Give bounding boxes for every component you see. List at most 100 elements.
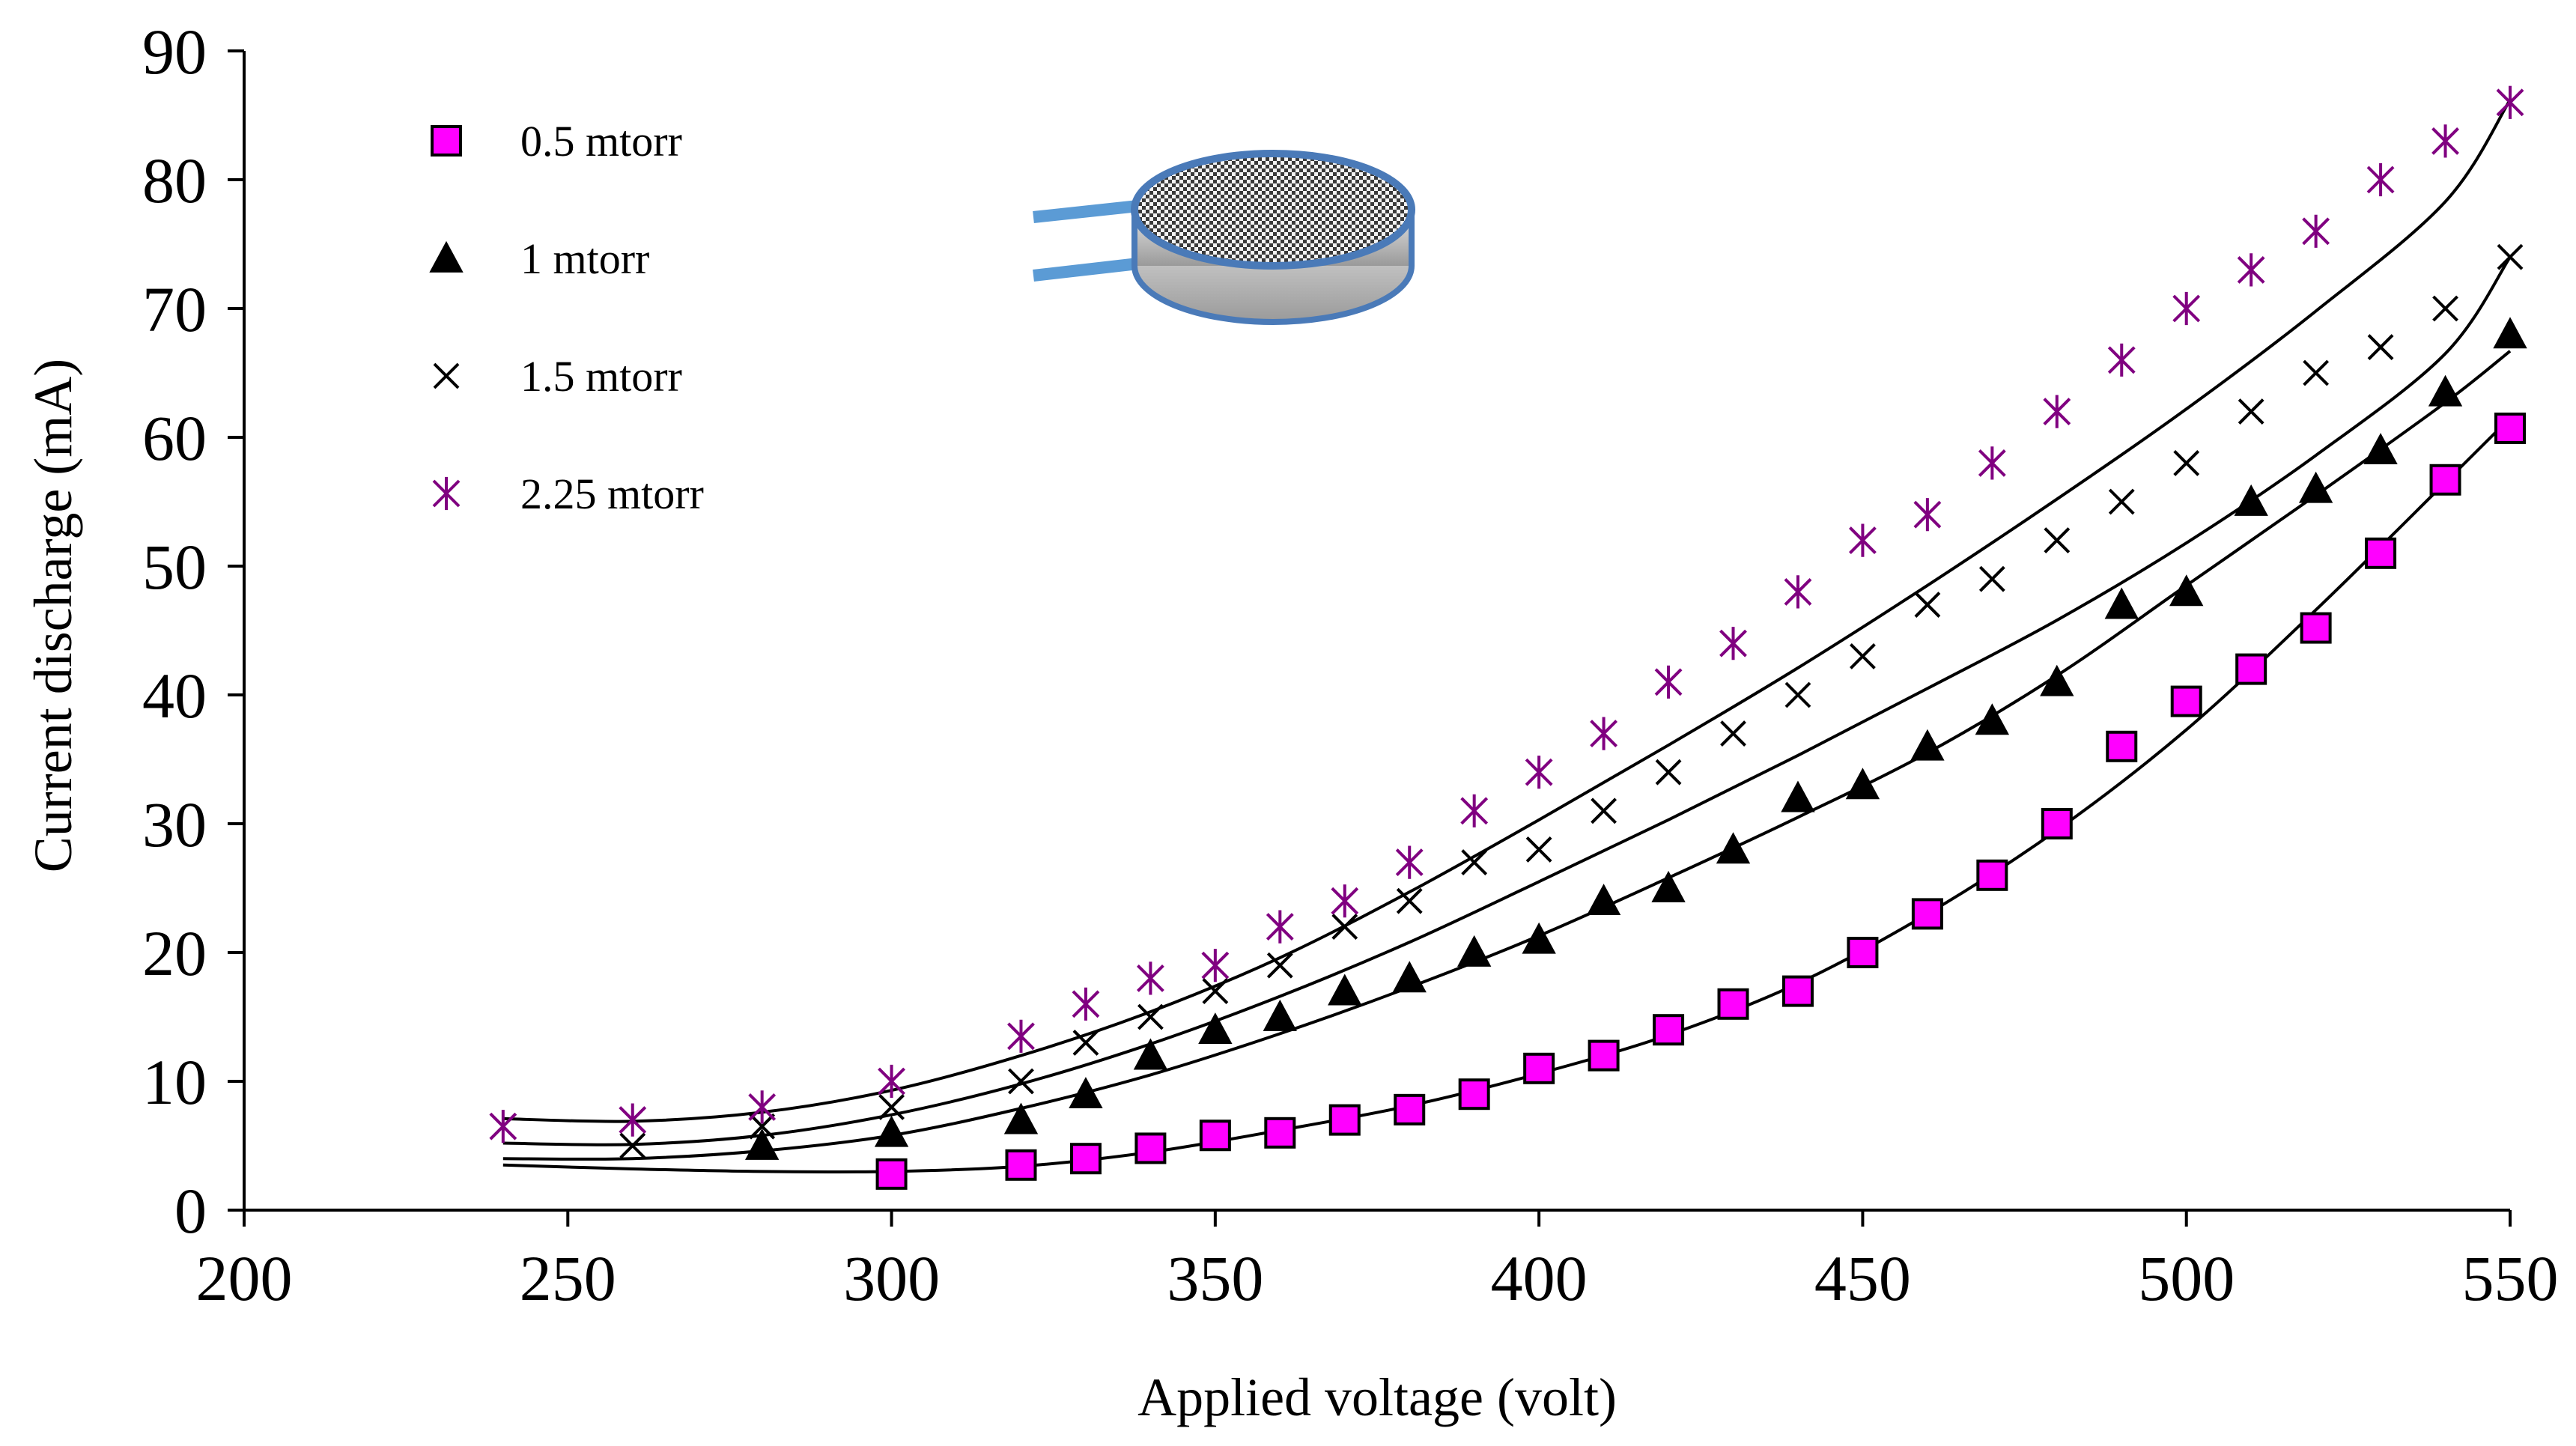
data-point-1-5-mtorr (2108, 488, 2135, 515)
data-point-1-5-mtorr (1850, 643, 1876, 669)
data-point-1-5-mtorr (1914, 592, 1941, 619)
x-tick-label: 300 (843, 1242, 940, 1314)
legend-marker-0-5-mtorr (431, 125, 462, 157)
data-point-1-mtorr (1263, 999, 1297, 1031)
data-point-1-5-mtorr (2044, 527, 2071, 554)
data-point-1-mtorr (1522, 922, 1556, 954)
data-point-2-25-mtorr (1978, 446, 2006, 480)
data-point-1-mtorr (1716, 832, 1751, 864)
data-point-1-mtorr (2040, 664, 2074, 696)
y-tick-label: 0 (174, 1175, 207, 1247)
data-point-1-5-mtorr (2432, 295, 2458, 322)
data-point-1-mtorr (1133, 1038, 1168, 1070)
data-point-0-5-mtorr (1976, 859, 2008, 891)
data-point-1-5-mtorr (1591, 798, 1617, 824)
data-point-1-5-mtorr (1978, 565, 2005, 592)
data-point-1-mtorr (2234, 484, 2268, 516)
data-point-1-5-mtorr (2303, 359, 2330, 386)
lead-wire-lower (1033, 258, 1139, 282)
data-point-0-5-mtorr (1264, 1117, 1296, 1149)
data-point-1-5-mtorr (1655, 759, 1682, 786)
y-tick-label: 50 (142, 531, 207, 603)
data-point-1-5-mtorr (1720, 720, 1746, 747)
data-point-2-25-mtorr (1525, 756, 1553, 789)
legend-marker-1-5-mtorr (433, 362, 460, 389)
data-point-0-5-mtorr (1847, 937, 1879, 968)
data-point-1-mtorr (1392, 961, 1427, 993)
data-point-1-mtorr (1975, 703, 2010, 735)
data-point-1-5-mtorr (1331, 914, 1358, 941)
data-point-2-25-mtorr (1201, 949, 1230, 982)
data-point-2-25-mtorr (1913, 498, 1942, 532)
data-point-0-5-mtorr (2494, 412, 2526, 444)
x-tick-label: 550 (2462, 1242, 2559, 1314)
y-tick-label: 80 (142, 145, 207, 216)
data-point-1-5-mtorr (1525, 836, 1552, 863)
data-point-2-25-mtorr (2496, 85, 2524, 119)
y-tick-label: 20 (142, 917, 207, 989)
lead-wire-upper (1033, 200, 1139, 223)
legend-marker-1-mtorr (429, 240, 464, 273)
trend-line-1-mtorr (502, 350, 2512, 1161)
data-point-1-5-mtorr (1396, 887, 1423, 914)
data-point-1-mtorr (2428, 374, 2463, 407)
data-point-0-5-mtorr (875, 1158, 908, 1190)
data-point-2-25-mtorr (619, 1103, 647, 1137)
data-point-0-5-mtorr (1588, 1039, 1620, 1072)
data-point-1-5-mtorr (619, 1132, 646, 1159)
data-point-2-25-mtorr (2107, 343, 2136, 377)
x-tick-label: 500 (2138, 1242, 2235, 1314)
data-point-0-5-mtorr (2106, 730, 2138, 762)
data-point-1-5-mtorr (2367, 334, 2394, 361)
data-point-0-5-mtorr (1199, 1120, 1231, 1152)
data-point-2-25-mtorr (2366, 162, 2395, 197)
y-tick-label: 30 (142, 789, 207, 860)
data-point-2-25-mtorr (489, 1110, 517, 1143)
legend: 0.5 mtorr 1 mtorr 1.5 mtorr 2.25 mtorr (429, 117, 704, 518)
data-point-2-25-mtorr (1590, 717, 1618, 750)
data-point-1-mtorr (1586, 884, 1621, 916)
data-point-2-25-mtorr (1007, 1019, 1035, 1053)
data-point-0-5-mtorr (1134, 1132, 1167, 1164)
data-point-2-25-mtorr (1654, 665, 1683, 699)
x-axis-title: Applied voltage (volt) (1137, 1367, 1617, 1427)
y-tick-label: 90 (142, 16, 207, 88)
data-point-1-mtorr (1651, 870, 1686, 902)
data-point-1-mtorr (2104, 587, 2139, 619)
y-tick-label: 70 (142, 273, 207, 345)
data-point-0-5-mtorr (1328, 1104, 1361, 1136)
data-point-0-5-mtorr (1523, 1052, 1555, 1084)
data-point-0-5-mtorr (1458, 1078, 1490, 1111)
data-point-1-5-mtorr (1266, 952, 1293, 979)
x-tick-label: 400 (1491, 1242, 1588, 1314)
legend-label-2-25-mtorr: 2.25 mtorr (520, 470, 704, 518)
data-point-1-5-mtorr (1461, 849, 1488, 876)
data-point-0-5-mtorr (1069, 1143, 1102, 1175)
data-point-0-5-mtorr (2235, 653, 2267, 685)
data-point-2-25-mtorr (1395, 845, 1424, 879)
data-point-2-25-mtorr (1849, 523, 1877, 557)
data-point-0-5-mtorr (1653, 1014, 1685, 1046)
data-point-1-mtorr (1910, 729, 1945, 761)
data-point-1-mtorr (1198, 1012, 1233, 1045)
electrode-plates-icon (1033, 150, 1415, 325)
x-tick-label: 350 (1167, 1242, 1263, 1314)
legend-label-1-mtorr: 1 mtorr (520, 234, 649, 283)
data-point-1-5-mtorr (1784, 681, 1811, 708)
data-point-1-mtorr (744, 1128, 780, 1160)
y-tick-label: 10 (142, 1046, 207, 1118)
data-point-2-25-mtorr (1460, 794, 1489, 827)
data-point-2-25-mtorr (748, 1090, 777, 1124)
trend-line-1-5-mtorr (502, 256, 2512, 1146)
data-point-0-5-mtorr (2429, 464, 2461, 496)
upper-mesh-plate (1131, 150, 1415, 270)
data-point-0-5-mtorr (1005, 1149, 1037, 1181)
data-point-0-5-mtorr (2300, 612, 2332, 644)
legend-label-0-5-mtorr: 0.5 mtorr (520, 117, 682, 165)
data-point-1-5-mtorr (749, 1113, 776, 1140)
trend-line-2-25-mtorr (502, 99, 2512, 1123)
data-point-0-5-mtorr (1717, 988, 1749, 1020)
legend-label-1-5-mtorr: 1.5 mtorr (520, 352, 682, 401)
